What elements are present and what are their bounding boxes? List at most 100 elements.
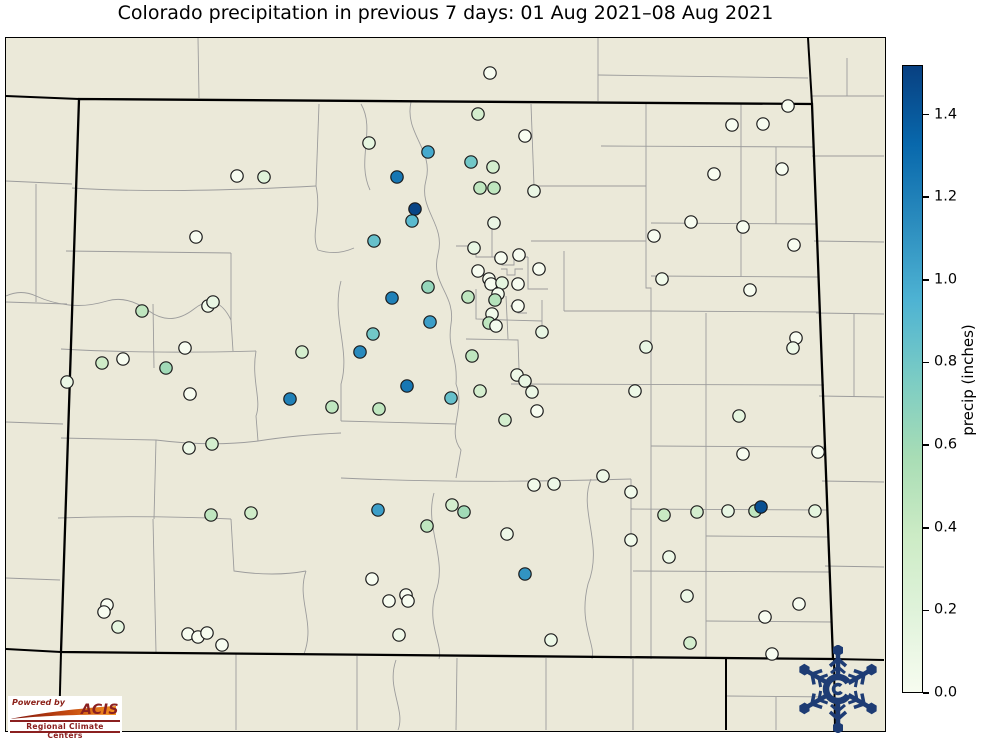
- colorbar-tick-mark: [923, 279, 929, 281]
- station-dot: [467, 241, 481, 255]
- station-dot: [461, 290, 475, 304]
- station-dot: [445, 498, 459, 512]
- station-dot: [758, 610, 772, 624]
- station-dot: [97, 605, 111, 619]
- station-dot: [527, 478, 541, 492]
- station-dot: [511, 277, 525, 291]
- station-dot: [189, 230, 203, 244]
- station-dot: [530, 404, 544, 418]
- station-dot: [362, 136, 376, 150]
- station-dot: [365, 572, 379, 586]
- station-dot: [421, 145, 435, 159]
- station-dot: [230, 169, 244, 183]
- station-dot: [684, 215, 698, 229]
- station-dot: [385, 291, 399, 305]
- station-dot: [781, 99, 795, 113]
- station-dot: [662, 550, 676, 564]
- station-dot: [690, 505, 704, 519]
- snowflake-arm: [847, 690, 877, 715]
- station-dot: [116, 352, 130, 366]
- station-dot: [518, 374, 532, 388]
- station-dot: [786, 341, 800, 355]
- snowflake-logo: [799, 645, 877, 733]
- station-dot: [366, 327, 380, 341]
- colorbar-tick-mark: [923, 196, 929, 198]
- station-dot: [518, 129, 532, 143]
- station-dot: [532, 262, 546, 276]
- station-dot: [244, 506, 258, 520]
- station-dot: [95, 356, 109, 370]
- station-dot: [204, 508, 218, 522]
- station-dot: [756, 117, 770, 131]
- station-dots-layer: [60, 66, 825, 661]
- station-dot: [811, 445, 825, 459]
- colorbar-tick-label: 1.2: [934, 188, 958, 205]
- station-dot: [547, 477, 561, 491]
- station-dot: [325, 400, 339, 414]
- station-dot: [792, 597, 806, 611]
- colorbar-tick-mark: [923, 361, 929, 364]
- station-dot: [544, 633, 558, 647]
- snowflake-icon: [799, 645, 877, 733]
- chart-title: Colorado precipitation in previous 7 day…: [117, 2, 774, 24]
- station-dot: [725, 118, 739, 132]
- station-dot: [487, 181, 501, 195]
- acis-swoosh-icon: [10, 706, 116, 719]
- acis-powered-by-label: Powered by: [12, 698, 65, 707]
- map-plot-area: [5, 37, 886, 732]
- snowflake-arm: [799, 690, 829, 715]
- station-dot: [295, 345, 309, 359]
- colorbar: [902, 65, 923, 693]
- station-dot: [135, 304, 149, 318]
- station-dot: [736, 220, 750, 234]
- station-dot: [473, 181, 487, 195]
- colorbar-tick-label: 1.4: [934, 105, 958, 122]
- station-dot: [535, 325, 549, 339]
- station-dot: [420, 519, 434, 533]
- station-dot: [525, 385, 539, 399]
- station-dot: [421, 280, 435, 294]
- station-dot: [178, 341, 192, 355]
- colorbar-tick-label: 0.0: [934, 684, 958, 701]
- state-boundaries-layer: [6, 38, 884, 730]
- station-dot: [205, 437, 219, 451]
- station-dot: [444, 391, 458, 405]
- station-dot: [647, 229, 661, 243]
- station-dot: [527, 184, 541, 198]
- colorado-border: [59, 97, 835, 661]
- station-dot: [736, 447, 750, 461]
- station-dot: [488, 293, 502, 307]
- station-dot: [683, 636, 697, 650]
- station-dot: [721, 504, 735, 518]
- station-dot: [628, 384, 642, 398]
- station-dot: [111, 620, 125, 634]
- station-dot: [471, 264, 485, 278]
- colorbar-tick-mark: [923, 526, 929, 529]
- station-dot: [457, 505, 471, 519]
- station-dot: [680, 589, 694, 603]
- colorbar-tick-label: 0.2: [934, 601, 958, 618]
- acis-name-label: ACIS: [81, 702, 119, 718]
- acis-subtitle-label: Regional Climate Centers: [26, 722, 104, 740]
- station-dot: [464, 155, 478, 169]
- station-dot: [483, 66, 497, 80]
- station-dot: [473, 384, 487, 398]
- colorbar-tick-mark: [923, 609, 929, 612]
- colorbar-tick-mark: [923, 113, 929, 116]
- station-dot: [596, 469, 610, 483]
- station-dot: [283, 392, 297, 406]
- station-dot: [183, 387, 197, 401]
- station-dot: [60, 375, 74, 389]
- station-dot: [486, 160, 500, 174]
- county-boundaries-layer: [6, 38, 884, 730]
- snowflake-arm: [828, 701, 848, 733]
- station-dot: [159, 361, 173, 375]
- snowflake-arm: [799, 663, 829, 688]
- colorbar-tick-label: 1.0: [934, 271, 958, 288]
- station-dot: [382, 594, 396, 608]
- station-dot: [405, 214, 419, 228]
- station-dot: [471, 107, 485, 121]
- station-dot: [372, 402, 386, 416]
- station-dot: [707, 167, 721, 181]
- station-dot: [215, 638, 229, 652]
